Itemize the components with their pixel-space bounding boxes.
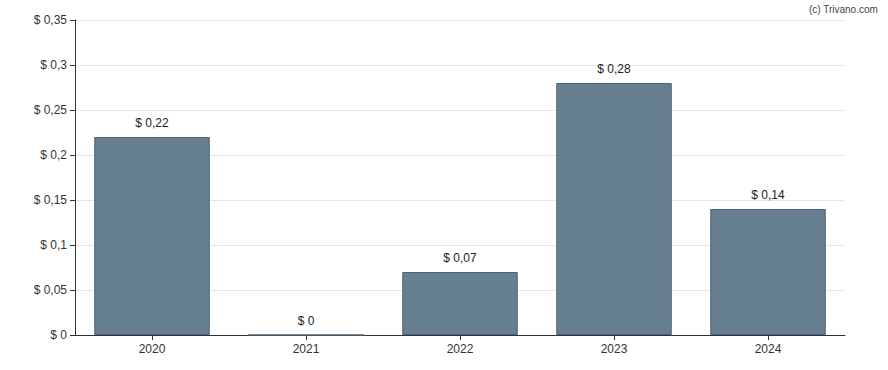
svg-text:$ 0: $ 0 xyxy=(50,328,67,342)
svg-text:$ 0,3: $ 0,3 xyxy=(40,58,67,72)
svg-text:$ 0,35: $ 0,35 xyxy=(34,13,68,27)
svg-text:2022: 2022 xyxy=(447,342,474,356)
svg-text:$ 0,15: $ 0,15 xyxy=(34,193,68,207)
svg-text:$ 0,1: $ 0,1 xyxy=(40,238,67,252)
svg-text:$ 0,22: $ 0,22 xyxy=(135,116,169,130)
svg-text:(c) Trivano.com: (c) Trivano.com xyxy=(809,4,878,15)
svg-text:$ 0,25: $ 0,25 xyxy=(34,103,68,117)
svg-text:2024: 2024 xyxy=(755,342,782,356)
svg-text:$ 0,28: $ 0,28 xyxy=(597,62,631,76)
svg-text:$ 0,2: $ 0,2 xyxy=(40,148,67,162)
svg-text:$ 0,07: $ 0,07 xyxy=(443,251,477,265)
svg-text:$ 0,14: $ 0,14 xyxy=(751,188,785,202)
svg-text:$ 0: $ 0 xyxy=(298,314,315,328)
svg-text:2020: 2020 xyxy=(139,342,166,356)
svg-text:2021: 2021 xyxy=(293,342,320,356)
svg-text:$ 0,05: $ 0,05 xyxy=(34,283,68,297)
svg-text:2023: 2023 xyxy=(601,342,628,356)
